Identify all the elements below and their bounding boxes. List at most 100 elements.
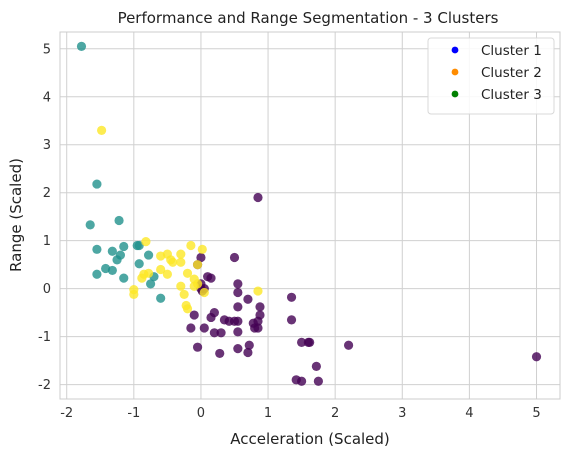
data-point-cluster-2	[134, 259, 144, 269]
data-point-cluster-3	[182, 304, 193, 314]
data-point-cluster-2	[119, 241, 129, 252]
data-point-cluster-1	[233, 302, 243, 312]
legend-label: Cluster 3	[481, 87, 542, 103]
data-point-cluster-1	[243, 347, 253, 358]
data-point-cluster-3	[137, 273, 147, 283]
data-point-cluster-1	[305, 337, 315, 347]
x-tick-label: 5	[532, 406, 540, 421]
data-point-cluster-1	[253, 192, 263, 203]
data-point-cluster-3	[162, 269, 172, 279]
data-point-cluster-1	[286, 315, 297, 325]
data-point-cluster-2	[92, 244, 102, 254]
data-point-cluster-1	[255, 302, 265, 312]
x-tick-label: -2	[60, 406, 73, 421]
chart-title: Performance and Range Segmentation - 3 C…	[118, 9, 499, 27]
data-point-cluster-2	[156, 293, 166, 303]
data-point-cluster-1	[253, 323, 263, 333]
data-point-cluster-1	[286, 292, 297, 302]
data-point-cluster-2	[112, 255, 122, 265]
y-tick-label: 2	[43, 186, 51, 201]
legend-marker	[451, 90, 459, 98]
data-point-cluster-2	[134, 240, 144, 251]
data-point-cluster-3	[176, 281, 186, 291]
data-point-cluster-1	[229, 252, 240, 263]
y-tick-label: -2	[38, 378, 51, 393]
data-point-cluster-1	[186, 323, 196, 333]
x-tick-label: 4	[465, 406, 473, 421]
data-point-cluster-1	[233, 344, 243, 354]
data-point-cluster-3	[253, 286, 263, 296]
data-point-cluster-1	[297, 376, 307, 386]
data-point-cluster-1	[243, 294, 253, 304]
data-point-cluster-1	[233, 327, 243, 337]
legend-marker	[451, 46, 459, 54]
legend-label: Cluster 1	[481, 43, 542, 59]
data-point-cluster-1	[192, 342, 203, 352]
x-tick-label: 1	[264, 406, 272, 421]
data-point-cluster-1	[229, 316, 240, 326]
y-tick-label: 4	[43, 90, 51, 105]
data-point-cluster-3	[186, 240, 196, 251]
data-point-cluster-1	[209, 308, 219, 318]
x-tick-label: 3	[398, 406, 406, 421]
data-point-cluster-3	[168, 257, 178, 267]
plot-frame	[59, 31, 561, 400]
data-point-cluster-3	[176, 257, 186, 267]
data-point-cluster-1	[189, 310, 199, 320]
legend-marker	[451, 68, 459, 76]
y-tick-label: 3	[43, 138, 51, 153]
y-tick-label: -1	[38, 330, 51, 345]
x-tick-label: 0	[197, 406, 205, 421]
data-point-cluster-3	[179, 289, 189, 300]
data-point-cluster-2	[119, 273, 129, 283]
data-point-cluster-2	[143, 250, 154, 260]
data-point-cluster-2	[92, 179, 102, 189]
legend: Cluster 1 Cluster 2 Cluster 3	[427, 37, 555, 115]
legend-label: Cluster 2	[481, 65, 542, 81]
data-point-cluster-2	[92, 269, 102, 279]
data-point-cluster-2	[76, 41, 87, 51]
data-point-cluster-3	[176, 249, 186, 259]
data-point-cluster-3	[197, 244, 207, 254]
data-points	[76, 41, 542, 386]
data-point-cluster-3	[143, 268, 154, 278]
data-point-cluster-3	[189, 281, 199, 291]
data-point-cluster-1	[313, 376, 323, 386]
data-point-cluster-3	[182, 268, 193, 278]
data-point-cluster-1	[209, 328, 219, 338]
data-point-cluster-3	[156, 264, 166, 275]
y-tick-label: 1	[43, 234, 51, 249]
data-point-cluster-3	[192, 260, 203, 270]
data-point-cluster-1	[196, 252, 206, 263]
data-point-cluster-1	[531, 352, 542, 362]
data-point-cluster-3	[129, 289, 139, 300]
x-tick-label: -1	[127, 406, 140, 421]
x-tick-label: 2	[331, 406, 339, 421]
data-point-cluster-2	[146, 279, 156, 289]
y-axis-label: Range (Scaled)	[7, 158, 25, 272]
x-axis-label: Acceleration (Scaled)	[230, 430, 390, 448]
data-point-cluster-3	[141, 237, 151, 247]
data-point-cluster-1	[199, 323, 209, 333]
x-tick-labels: -2 -1 0 1 2 3 4 5	[60, 406, 540, 421]
data-point-cluster-1	[297, 337, 307, 347]
data-point-cluster-1	[233, 287, 243, 298]
legend-box	[427, 37, 555, 115]
data-point-cluster-1	[206, 273, 216, 283]
data-point-cluster-1	[343, 340, 354, 350]
y-tick-labels: -2 -1 0 1 2 3 4 5	[38, 42, 51, 393]
data-point-cluster-2	[107, 265, 117, 276]
data-point-cluster-1	[311, 361, 321, 371]
data-point-cluster-3	[199, 287, 209, 298]
y-tick-label: 5	[43, 42, 51, 57]
data-point-cluster-1	[244, 340, 254, 350]
data-point-cluster-1	[215, 348, 225, 359]
data-point-cluster-1	[233, 279, 243, 289]
data-point-cluster-2	[85, 220, 95, 230]
data-point-cluster-2	[107, 246, 117, 256]
y-tick-label: 0	[43, 282, 51, 297]
data-point-cluster-1	[216, 328, 226, 338]
data-point-cluster-2	[114, 215, 124, 226]
data-point-cluster-3	[97, 125, 107, 135]
